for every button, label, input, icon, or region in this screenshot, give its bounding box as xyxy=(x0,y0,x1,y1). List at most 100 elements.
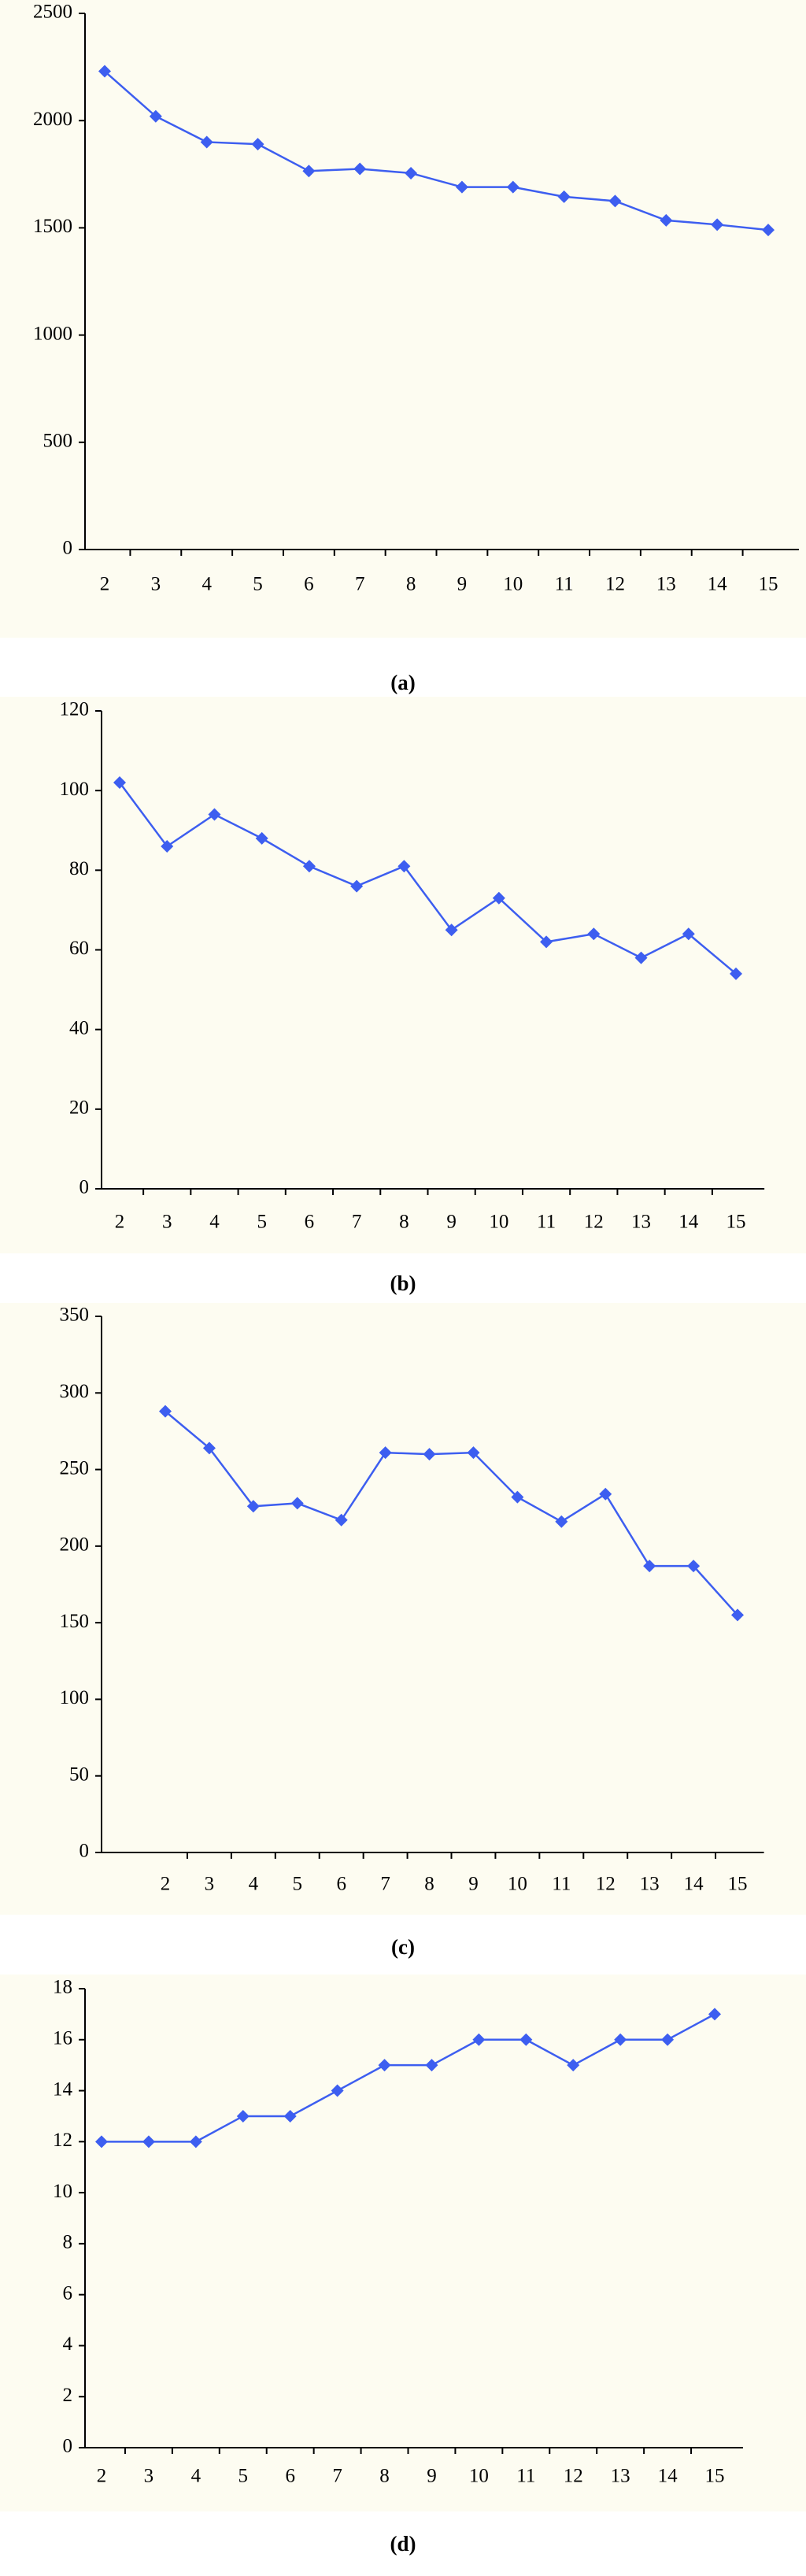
y-tick-label: 60 xyxy=(69,938,89,959)
x-tick-label: 10 xyxy=(469,2466,489,2487)
x-tick-label: 9 xyxy=(468,1874,479,1895)
x-tick-label: 10 xyxy=(503,574,523,595)
x-tick-label: 8 xyxy=(424,1874,434,1895)
x-tick-label: 5 xyxy=(238,2466,249,2487)
x-tick-label: 15 xyxy=(727,1212,746,1233)
data-marker xyxy=(302,860,316,873)
data-marker xyxy=(557,190,571,203)
y-tick-label: 100 xyxy=(60,779,90,800)
data-marker xyxy=(445,923,458,937)
data-marker xyxy=(643,1560,656,1573)
data-marker xyxy=(506,180,519,194)
caption: (c) xyxy=(391,1935,415,1959)
data-marker xyxy=(540,935,553,949)
plot-background xyxy=(0,697,806,1253)
data-marker xyxy=(113,776,126,790)
x-tick-label: 10 xyxy=(489,1212,508,1233)
data-marker xyxy=(378,2059,391,2072)
data-marker xyxy=(634,951,648,964)
y-tick-label: 0 xyxy=(79,1841,90,1862)
y-tick-label: 300 xyxy=(60,1381,90,1402)
x-tick-label: 14 xyxy=(658,2466,678,2487)
data-marker xyxy=(283,2109,297,2123)
data-marker xyxy=(98,65,111,78)
data-marker xyxy=(255,831,268,845)
y-tick-label: 150 xyxy=(60,1611,90,1632)
data-line xyxy=(102,2013,715,2143)
x-tick-label: 15 xyxy=(759,574,778,595)
x-tick-label: 5 xyxy=(257,1212,267,1233)
y-tick-label: 0 xyxy=(79,1177,90,1198)
data-marker xyxy=(350,879,364,893)
y-tick-label: 14 xyxy=(53,2078,73,2100)
data-marker xyxy=(397,860,411,873)
data-marker xyxy=(236,2109,250,2123)
x-tick-label: 8 xyxy=(399,1212,409,1233)
x-tick-label: 12 xyxy=(564,2466,583,2487)
data-marker xyxy=(335,1513,348,1527)
data-marker xyxy=(687,1560,701,1573)
data-line xyxy=(104,70,769,231)
plot-background xyxy=(0,1975,806,2511)
x-tick-label: 5 xyxy=(293,1874,303,1895)
x-tick-label: 7 xyxy=(332,2466,342,2487)
x-tick-label: 9 xyxy=(446,1212,457,1233)
data-marker xyxy=(423,1448,436,1461)
data-marker xyxy=(251,138,264,151)
x-tick-label: 13 xyxy=(640,1874,660,1895)
x-tick-label: 2 xyxy=(100,574,110,595)
x-tick-label: 4 xyxy=(191,2466,202,2487)
plot-background xyxy=(0,0,806,638)
x-tick-label: 12 xyxy=(596,1874,616,1895)
data-marker xyxy=(302,165,316,178)
data-marker xyxy=(708,2008,721,2021)
x-tick-label: 8 xyxy=(406,574,416,595)
x-tick-label: 4 xyxy=(249,1874,259,1895)
y-tick-label: 16 xyxy=(53,2028,72,2049)
data-marker xyxy=(379,1446,392,1460)
x-tick-label: 6 xyxy=(304,574,314,595)
data-line xyxy=(118,782,737,975)
data-marker xyxy=(467,1446,480,1460)
y-tick-label: 250 xyxy=(60,1457,90,1479)
x-tick-label: 3 xyxy=(144,2466,154,2487)
y-tick-label: 12 xyxy=(53,2130,72,2151)
caption: (a) xyxy=(390,671,415,694)
x-tick-label: 13 xyxy=(631,1212,651,1233)
x-tick-label: 14 xyxy=(708,574,728,595)
x-tick-label: 8 xyxy=(379,2466,390,2487)
data-marker xyxy=(608,194,622,208)
y-tick-label: 10 xyxy=(53,2181,72,2202)
data-marker xyxy=(492,891,505,905)
x-tick-label: 15 xyxy=(705,2466,725,2487)
y-tick-label: 350 xyxy=(60,1305,90,1326)
data-marker xyxy=(95,2135,108,2149)
y-tick-label: 4 xyxy=(63,2334,73,2355)
data-marker xyxy=(762,224,775,237)
data-marker xyxy=(599,1487,612,1501)
data-marker xyxy=(511,1490,524,1504)
y-tick-label: 40 xyxy=(69,1017,89,1038)
x-tick-label: 6 xyxy=(285,2466,295,2487)
data-marker xyxy=(290,1497,304,1510)
y-tick-label: 0 xyxy=(63,538,73,559)
x-tick-label: 6 xyxy=(305,1212,315,1233)
x-tick-label: 6 xyxy=(336,1874,346,1895)
y-tick-label: 2000 xyxy=(33,109,72,130)
data-marker xyxy=(246,1500,260,1513)
y-tick-label: 2 xyxy=(63,2385,73,2406)
data-marker xyxy=(331,2084,344,2097)
x-tick-label: 10 xyxy=(508,1874,527,1895)
x-tick-label: 14 xyxy=(678,1212,699,1233)
x-tick-label: 7 xyxy=(352,1212,362,1233)
x-tick-label: 12 xyxy=(605,574,625,595)
x-tick-label: 14 xyxy=(684,1874,704,1895)
x-tick-label: 3 xyxy=(151,574,161,595)
x-tick-label: 4 xyxy=(202,574,212,595)
data-marker xyxy=(159,1405,172,1418)
data-marker xyxy=(142,2135,155,2149)
data-marker xyxy=(661,2033,675,2046)
data-marker xyxy=(730,967,742,980)
data-marker xyxy=(202,1442,216,1455)
